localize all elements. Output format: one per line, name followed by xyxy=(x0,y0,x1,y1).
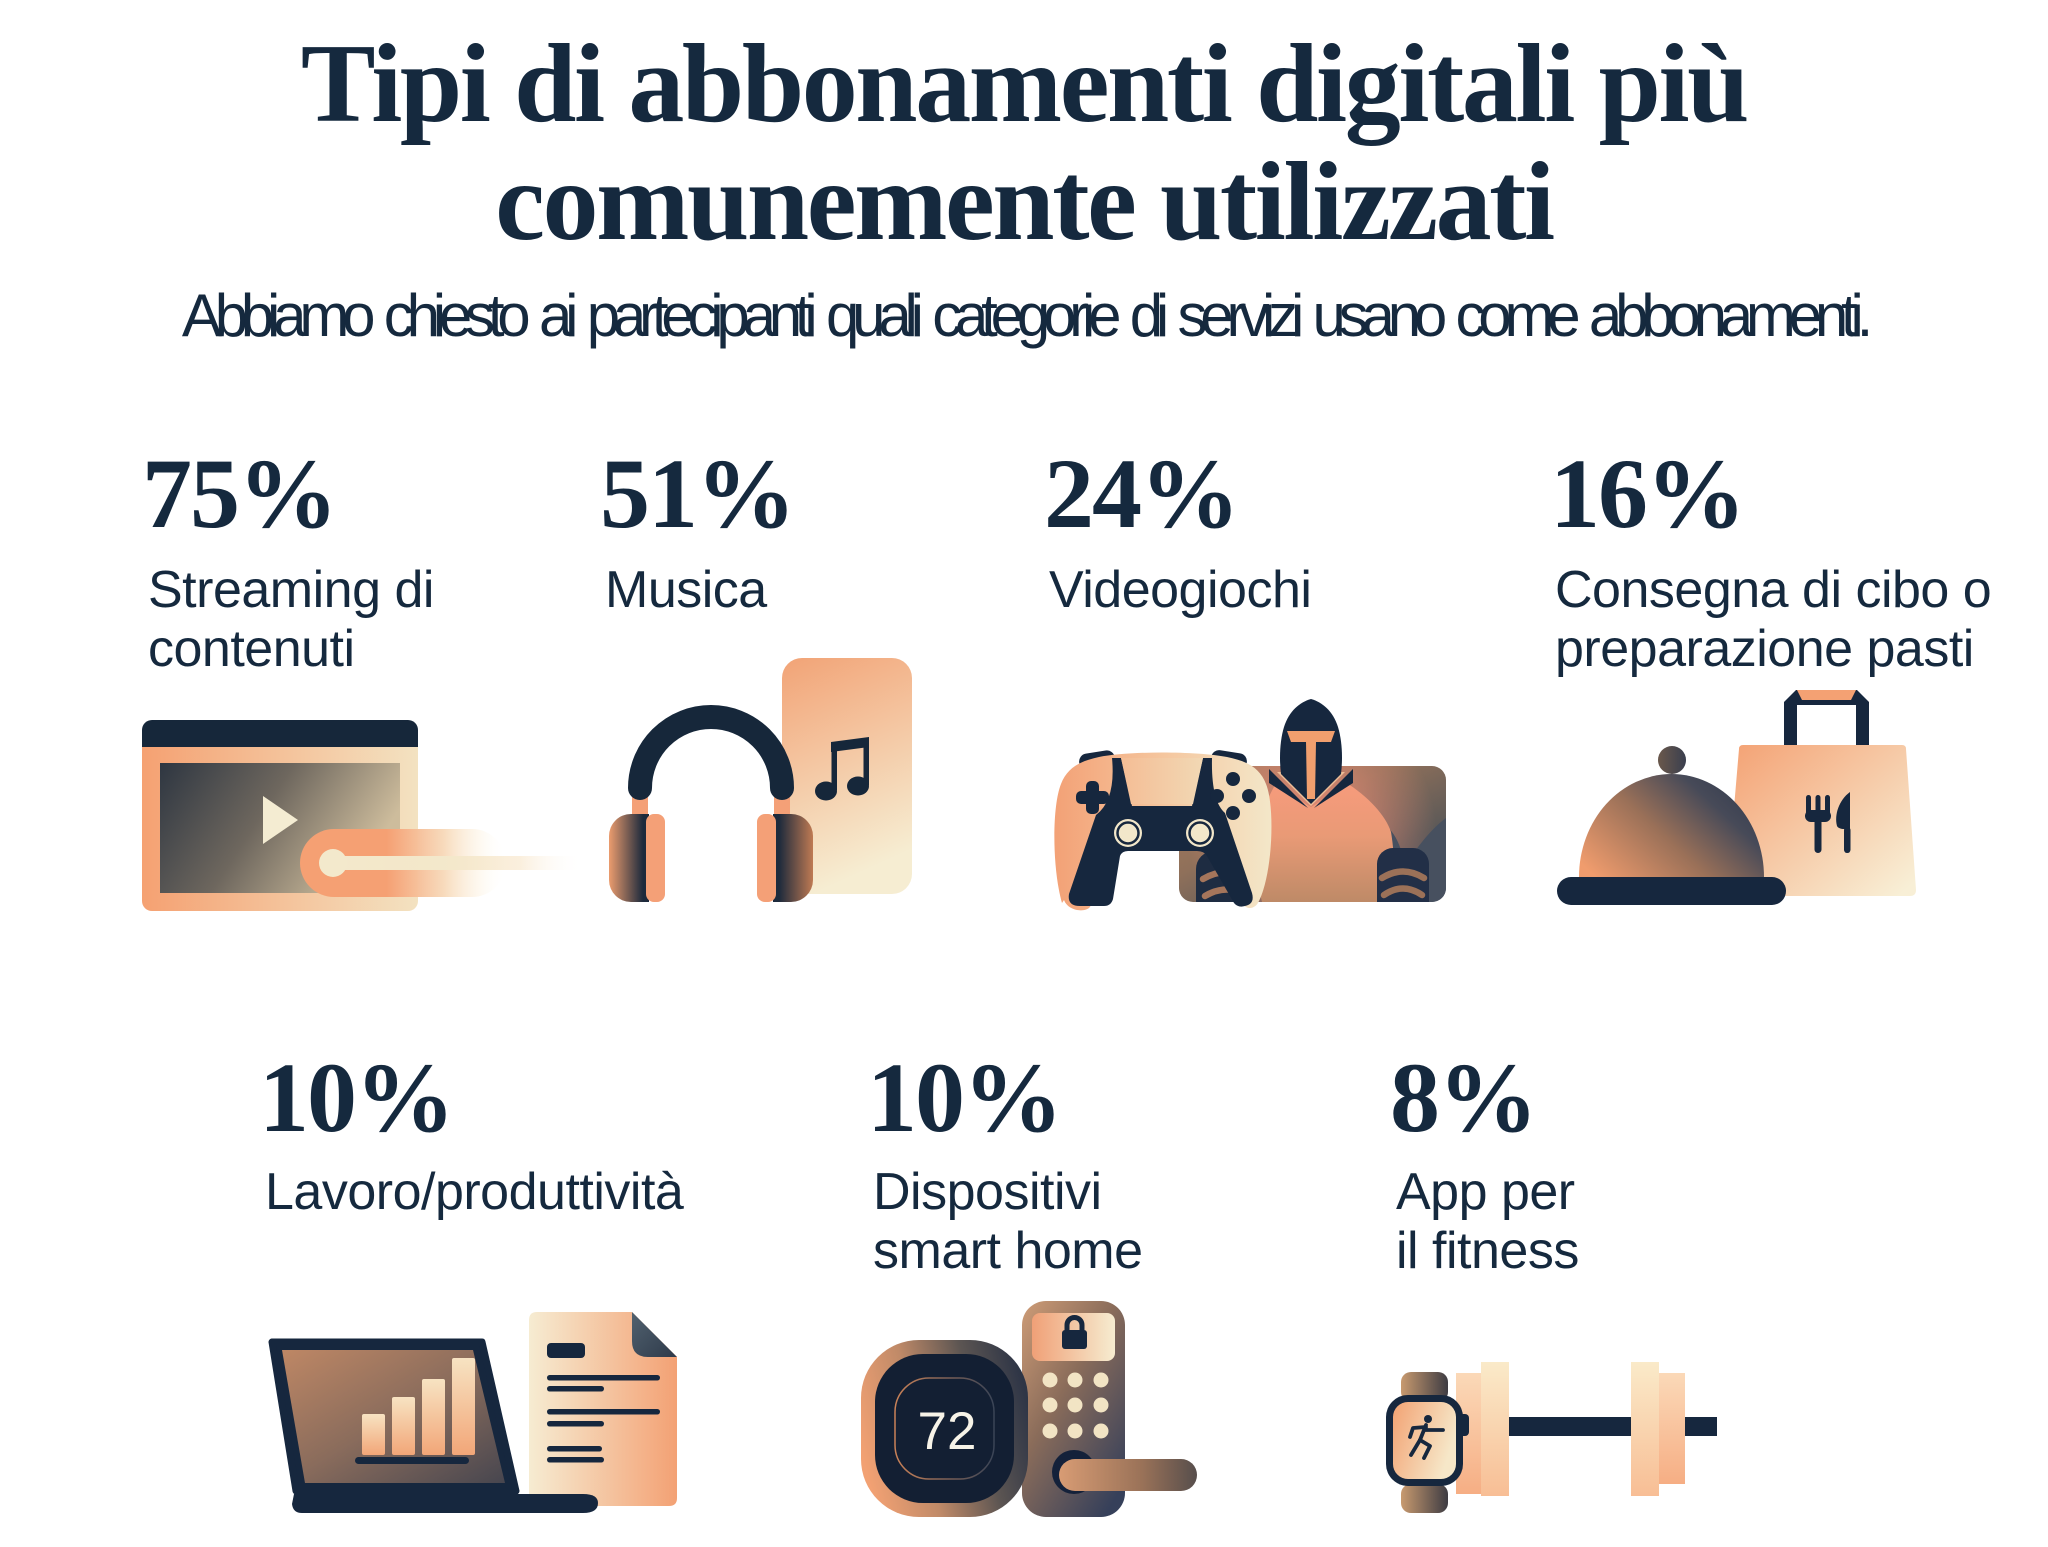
svg-text:72: 72 xyxy=(918,1402,977,1461)
